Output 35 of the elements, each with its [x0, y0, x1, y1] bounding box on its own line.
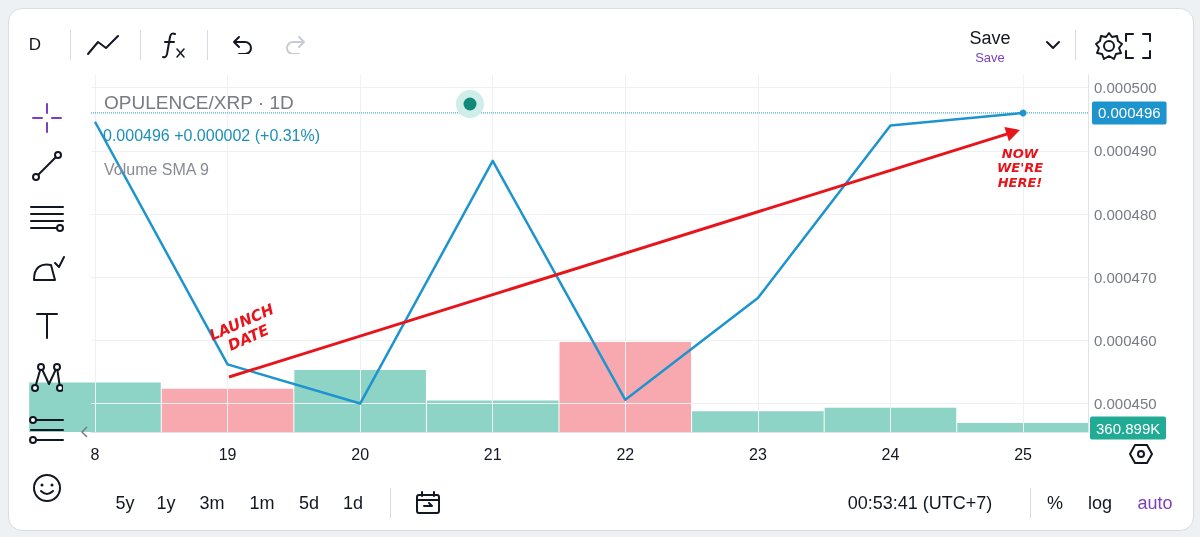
x-tick-label: 19	[218, 445, 237, 463]
y-tick-label: 0.000480	[1094, 205, 1157, 223]
x-tick-label: 24	[881, 445, 900, 463]
text: 1d	[342, 492, 364, 514]
annotation: NOW WE'RE HERE!	[995, 145, 1045, 190]
x-tick-label: 23	[748, 445, 767, 463]
x-tick-label: 21	[483, 445, 502, 463]
text: 0.000496 +0.000002 (+0.31%)	[103, 127, 321, 145]
x-tick-label: 8	[90, 445, 100, 463]
text: log	[1087, 492, 1113, 514]
y-tick-label: 0.000460	[1094, 331, 1157, 349]
y-tick-label: 0.000450	[1094, 395, 1157, 413]
bar	[161, 388, 294, 432]
text: 00:53:41 (UTC+7)	[847, 492, 993, 514]
text: 5d	[298, 492, 320, 514]
x-tick-label: 22	[616, 445, 635, 463]
text: OPULENCE/XRP · 1D	[104, 92, 294, 114]
x-tick-label: 25	[1014, 445, 1033, 463]
y-tick-label: 0.000500	[1094, 79, 1157, 97]
text: 1y	[156, 492, 176, 514]
text: 360.899K	[1090, 416, 1167, 439]
text: 5y	[115, 492, 135, 514]
ref-line-label: 0.000496	[1098, 104, 1161, 122]
text: 3m	[199, 492, 225, 514]
text: Save	[969, 27, 1011, 49]
bar	[559, 342, 692, 432]
text: %	[1046, 492, 1064, 514]
text: Save	[975, 49, 1005, 65]
bar	[29, 382, 161, 432]
text: auto	[1137, 492, 1173, 514]
y-tick-label: 0.000470	[1094, 268, 1157, 286]
text: 1m	[249, 492, 275, 514]
x-tick-label: 20	[351, 445, 370, 463]
y-tick-label: 0.000490	[1094, 142, 1157, 160]
text: D	[28, 35, 42, 55]
